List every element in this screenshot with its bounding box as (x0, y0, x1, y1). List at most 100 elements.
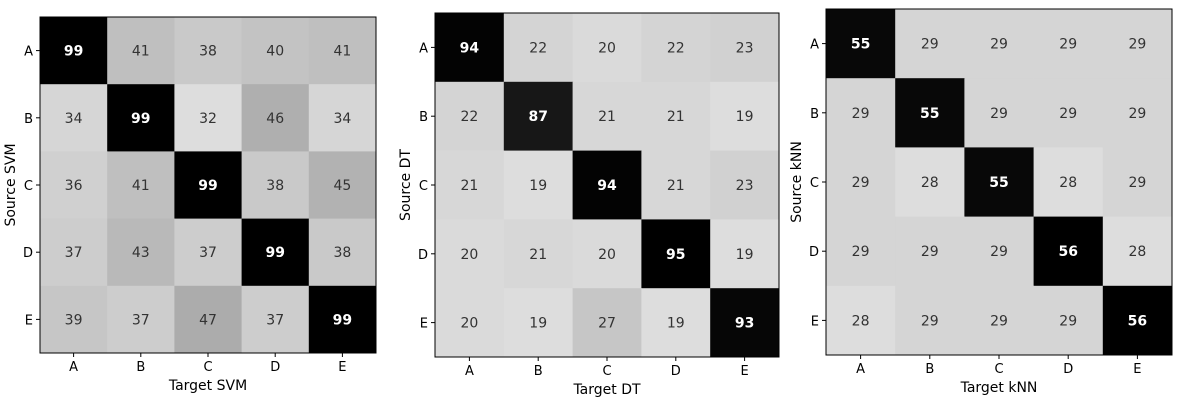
heatmap-cell (435, 13, 505, 83)
cell-value-label: 28 (921, 175, 939, 191)
cell-value-label: 99 (64, 44, 83, 60)
heatmap-cell (308, 84, 377, 152)
heatmap-cell (1033, 216, 1104, 287)
cell-value-label: 29 (921, 37, 939, 53)
cell-value-label: 29 (1128, 106, 1146, 122)
cell-value-label: 22 (460, 109, 478, 125)
heatmap-cell (308, 151, 377, 220)
heatmap-cell (1033, 147, 1104, 218)
heatmap-cell (40, 285, 108, 354)
x-tick-label: D (1063, 362, 1073, 377)
cell-value-label: 29 (852, 175, 870, 191)
heatmap-cell (826, 285, 896, 356)
cell-value-label: 99 (265, 245, 284, 261)
heatmap-cell (826, 147, 896, 218)
x-tick-label: A (465, 364, 474, 379)
cell-value-label: 99 (131, 111, 150, 127)
cell-value-label: 22 (667, 40, 685, 56)
cell-value-label: 21 (598, 109, 616, 125)
cell-value-label: 43 (132, 245, 150, 261)
cell-value-label: 23 (736, 178, 754, 194)
heatmap-cell (308, 218, 377, 287)
cell-value-label: 27 (598, 316, 616, 332)
cell-value-label: 46 (266, 111, 284, 127)
heatmap-cell (1102, 147, 1173, 218)
cell-value-label: 29 (990, 37, 1008, 53)
cell-value-label: 56 (1058, 244, 1077, 260)
y-tick-label: E (25, 313, 33, 328)
heatmap-cell (1102, 78, 1173, 148)
cell-value-label: 21 (529, 247, 547, 263)
heatmap-cell (503, 13, 574, 83)
heatmap-cell (308, 285, 377, 354)
heatmap-cell (964, 147, 1035, 218)
cell-value-label: 29 (1059, 106, 1077, 122)
heatmap-cell (895, 9, 965, 79)
cell-value-label: 29 (852, 106, 870, 122)
y-axis-label: Source DT (398, 149, 414, 221)
cell-value-label: 21 (460, 178, 478, 194)
heatmap-cell (1033, 285, 1104, 356)
heatmap-cell (1033, 78, 1104, 148)
heatmap-cell (826, 216, 896, 287)
cell-value-label: 37 (199, 245, 217, 261)
heatmap-cell (241, 285, 310, 354)
cell-value-label: 55 (920, 106, 939, 122)
x-tick-label: C (994, 362, 1003, 377)
heatmap-cell (826, 9, 896, 79)
heatmap-cell (40, 218, 108, 287)
heatmap-cell (308, 17, 377, 85)
y-tick-label: D (418, 248, 428, 263)
cell-value-label: 87 (528, 109, 547, 125)
cell-value-label: 29 (852, 244, 870, 260)
heatmap-cell (641, 219, 711, 289)
heatmap-cell (503, 288, 574, 358)
heatmap-cell (107, 84, 175, 152)
cell-value-label: 29 (1059, 313, 1077, 329)
cell-value-label: 47 (199, 312, 217, 328)
cell-value-label: 29 (990, 313, 1008, 329)
heatmap-cell (710, 219, 780, 289)
cell-value-label: 40 (266, 44, 284, 60)
heatmap-cell (107, 218, 175, 287)
cell-value-label: 37 (65, 245, 83, 261)
heatmap-cell (435, 150, 505, 220)
cell-value-label: 45 (333, 178, 351, 194)
y-tick-label: D (809, 245, 819, 260)
y-axis-label: Source kNN (789, 141, 805, 223)
y-tick-label: E (420, 317, 428, 332)
cell-value-label: 29 (1059, 37, 1077, 53)
cell-value-label: 23 (736, 40, 754, 56)
cell-value-label: 21 (667, 109, 685, 125)
y-tick-label: A (24, 45, 33, 60)
cell-value-label: 28 (1059, 175, 1077, 191)
cell-value-label: 36 (65, 178, 83, 194)
y-tick-label: C (24, 179, 33, 194)
heatmap-cell (435, 81, 505, 152)
x-tick-label: E (740, 364, 748, 379)
x-axis-label: Target SVM (168, 378, 247, 394)
cell-value-label: 22 (529, 40, 547, 56)
cell-value-label: 37 (132, 312, 150, 328)
cell-value-label: 20 (460, 247, 478, 263)
x-tick-label: D (270, 360, 280, 375)
heatmap-cell (710, 13, 780, 83)
heatmap-cell (572, 288, 642, 358)
cell-value-label: 99 (333, 312, 352, 328)
heatmap-cell (241, 84, 310, 152)
cell-value-label: 94 (597, 178, 617, 194)
heatmap-cell (641, 150, 711, 220)
cell-value-label: 94 (460, 40, 480, 56)
cell-value-label: 34 (333, 111, 351, 127)
heatmap-cell (964, 78, 1035, 148)
x-tick-label: E (338, 360, 346, 375)
heatmap-cell (1102, 9, 1173, 79)
heatmap-cell (174, 84, 243, 152)
cell-value-label: 99 (198, 178, 217, 194)
cell-value-label: 19 (529, 316, 547, 332)
cell-value-label: 20 (598, 40, 616, 56)
heatmap-cell (174, 151, 243, 220)
heatmap-cell (572, 219, 642, 289)
y-tick-label: B (810, 107, 819, 122)
